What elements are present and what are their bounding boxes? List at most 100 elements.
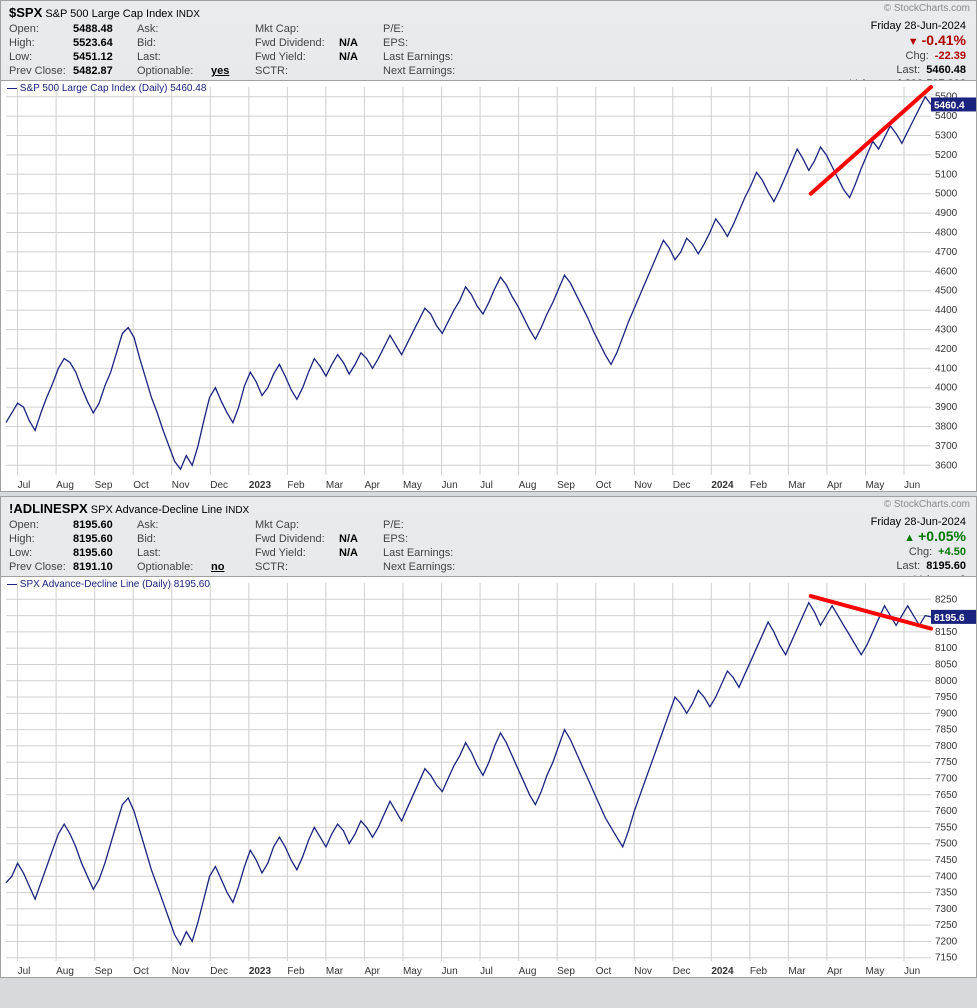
x-tick-label: Oct xyxy=(133,480,149,491)
x-tick-label: Sep xyxy=(95,480,113,491)
info-value: yes xyxy=(211,64,251,78)
info-label: Fwd Dividend: xyxy=(255,532,335,546)
info-label: Mkt Cap: xyxy=(255,518,335,532)
symbol: !ADLINESPX xyxy=(9,501,88,516)
x-tick-label: Oct xyxy=(133,966,149,977)
info-value xyxy=(477,560,517,574)
pct-change: +0.05% xyxy=(918,528,966,544)
info-value: N/A xyxy=(339,532,379,546)
y-tick-label: 7750 xyxy=(935,757,958,768)
info-label: Prev Close: xyxy=(9,560,69,574)
info-label: P/E: xyxy=(383,518,473,532)
date: Friday 28-Jun-2024 xyxy=(871,515,966,529)
symbol: $SPX xyxy=(9,5,42,20)
x-tick-label: Feb xyxy=(750,966,768,977)
info-label: EPS: xyxy=(383,36,473,50)
x-tick-label: May xyxy=(403,480,422,491)
summary-label: Last: xyxy=(896,64,920,76)
chart-panel: © StockCharts.com$SPX S&P 500 Large Cap … xyxy=(0,0,977,492)
x-tick-label: Mar xyxy=(326,966,344,977)
info-label: EPS: xyxy=(383,532,473,546)
price-line xyxy=(6,97,931,470)
y-tick-label: 4200 xyxy=(935,344,958,355)
x-tick-label: Nov xyxy=(634,966,652,977)
symbol-row: !ADLINESPX SPX Advance-Decline Line INDX xyxy=(1,497,976,518)
info-label: SCTR: xyxy=(255,560,335,574)
chart-panel: © StockCharts.com!ADLINESPX SPX Advance-… xyxy=(0,496,977,978)
x-tick-label: Nov xyxy=(172,480,190,491)
y-tick-label: 7800 xyxy=(935,741,958,752)
info-label: Last: xyxy=(137,546,207,560)
symbol-name: SPX Advance-Decline Line xyxy=(91,504,222,516)
x-tick-label: May xyxy=(865,480,884,491)
x-tick-label: Sep xyxy=(557,966,575,977)
x-tick-label: Nov xyxy=(172,966,190,977)
price-tag-value: 8195.6 xyxy=(934,613,965,624)
y-tick-label: 4600 xyxy=(935,266,958,277)
info-value: 8191.10 xyxy=(73,560,133,574)
info-value: 5451.12 xyxy=(73,50,133,64)
y-tick-label: 7150 xyxy=(935,953,958,964)
summary-value: +4.50 xyxy=(938,546,966,558)
y-tick-label: 4300 xyxy=(935,325,958,336)
x-tick-label: Nov xyxy=(634,480,652,491)
x-tick-label: Sep xyxy=(95,966,113,977)
info-value xyxy=(477,532,517,546)
y-tick-label: 5100 xyxy=(935,169,958,180)
y-tick-label: 7550 xyxy=(935,822,958,833)
y-tick-label: 4700 xyxy=(935,247,958,258)
summary-value: 8195.60 xyxy=(926,560,966,572)
info-value: N/A xyxy=(339,36,379,50)
info-label: Fwd Yield: xyxy=(255,50,335,64)
plot-legend: — SPX Advance-Decline Line (Daily) 8195.… xyxy=(7,579,210,590)
info-label: Optionable: xyxy=(137,64,207,78)
y-tick-label: 4000 xyxy=(935,383,958,394)
info-value xyxy=(477,22,517,36)
symbol-class: INDX xyxy=(225,505,249,516)
x-tick-label: Oct xyxy=(596,480,612,491)
y-tick-label: 5400 xyxy=(935,111,958,122)
info-grid: Open:8195.60Ask:Mkt Cap:P/E:High:8195.60… xyxy=(1,518,976,576)
x-tick-label: Mar xyxy=(788,966,806,977)
y-tick-label: 7650 xyxy=(935,790,958,801)
x-tick-label: Jun xyxy=(904,480,920,491)
x-tick-label: Jun xyxy=(442,966,458,977)
symbol-class: INDX xyxy=(176,9,200,20)
info-label: SCTR: xyxy=(255,64,335,78)
info-value xyxy=(211,532,251,546)
y-tick-label: 5200 xyxy=(935,150,958,161)
x-tick-label: 2024 xyxy=(711,966,734,977)
y-tick-label: 4100 xyxy=(935,363,958,374)
info-value: 8195.60 xyxy=(73,546,133,560)
y-tick-label: 5300 xyxy=(935,131,958,142)
info-label: High: xyxy=(9,36,69,50)
info-value: N/A xyxy=(339,50,379,64)
x-tick-label: Aug xyxy=(519,480,537,491)
x-tick-label: Sep xyxy=(557,480,575,491)
branding: © StockCharts.com xyxy=(884,499,970,510)
symbol-row: $SPX S&P 500 Large Cap Index INDX xyxy=(1,1,976,22)
y-tick-label: 8000 xyxy=(935,676,958,687)
y-tick-label: 7600 xyxy=(935,806,958,817)
x-tick-label: Apr xyxy=(827,480,843,491)
x-tick-label: 2024 xyxy=(711,480,734,491)
x-tick-label: May xyxy=(403,966,422,977)
x-tick-label: 2023 xyxy=(249,480,272,491)
price-line xyxy=(6,603,931,945)
x-tick-label: Apr xyxy=(364,966,380,977)
summary-value: -22.39 xyxy=(935,50,966,62)
y-tick-label: 7700 xyxy=(935,774,958,785)
x-tick-label: Aug xyxy=(56,966,74,977)
info-value: 8195.60 xyxy=(73,532,133,546)
y-tick-label: 7350 xyxy=(935,888,958,899)
x-tick-label: Oct xyxy=(596,966,612,977)
summary-label: Chg: xyxy=(909,546,932,558)
info-value: 5523.64 xyxy=(73,36,133,50)
info-value: no xyxy=(211,560,251,574)
info-value xyxy=(477,50,517,64)
info-label: Fwd Dividend: xyxy=(255,36,335,50)
info-label: Ask: xyxy=(137,22,207,36)
y-tick-label: 3600 xyxy=(935,460,958,471)
info-label: Fwd Yield: xyxy=(255,546,335,560)
y-tick-label: 7950 xyxy=(935,692,958,703)
